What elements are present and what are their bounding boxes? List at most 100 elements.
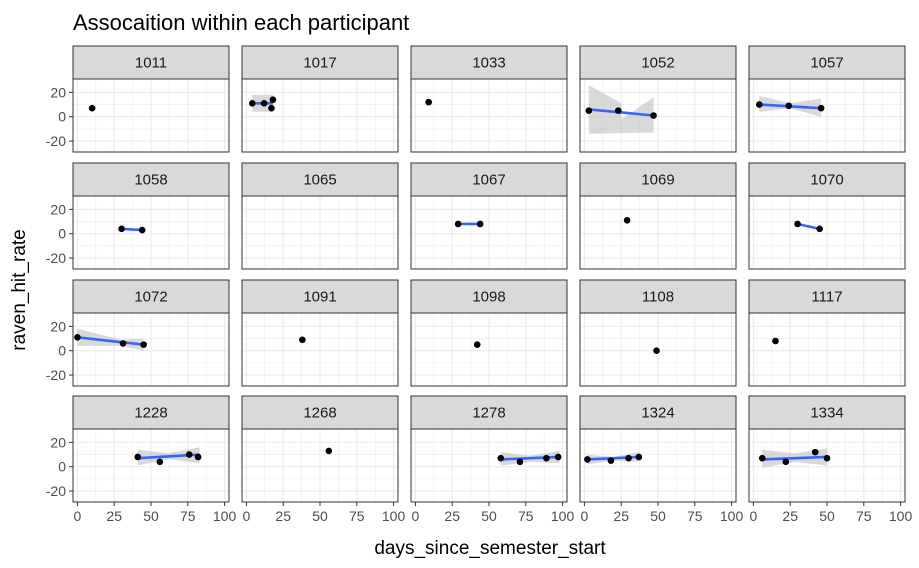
trend-line <box>121 227 143 232</box>
x-tick-label: 100 <box>889 508 913 524</box>
trend-line <box>500 455 560 461</box>
facet-strip <box>410 162 568 197</box>
x-tick-label: 0 <box>74 508 82 524</box>
y-tick-label: 20 <box>50 201 66 217</box>
x-tick-label: 25 <box>444 508 460 524</box>
y-tick-label: 20 <box>50 434 66 450</box>
facet-panel-border <box>410 312 568 387</box>
data-point <box>758 454 766 462</box>
facet-panel-border <box>579 195 737 270</box>
facet-strip-label: 1278 <box>472 405 505 422</box>
facet-panel-1011: 1011 -20 0 20 <box>46 45 230 153</box>
data-point <box>756 101 763 108</box>
data-point <box>584 456 591 463</box>
data-point <box>607 457 615 464</box>
facet-strip <box>410 279 568 314</box>
data-point <box>635 453 643 461</box>
facet-panel-1228: 1228 -20 0 20 0 25 50 75 100 <box>46 395 236 524</box>
data-point <box>653 347 660 355</box>
facet-panel-1052: 1052 <box>579 45 737 153</box>
facet-panel-border <box>410 195 568 270</box>
trend-line <box>762 455 828 461</box>
facet-panel-1108: 1108 <box>579 279 737 387</box>
facet-strip <box>72 279 230 314</box>
facet-strip-label: 1098 <box>472 289 505 306</box>
data-point <box>118 225 125 233</box>
data-point <box>268 104 275 112</box>
data-point <box>516 458 524 466</box>
facet-strip-label: 1058 <box>134 172 167 189</box>
facet-panel-1070: 1070 <box>748 162 906 270</box>
data-point <box>650 112 657 119</box>
x-tick-label: 50 <box>650 508 666 524</box>
facet-strip-label: 1108 <box>642 289 674 306</box>
data-point <box>585 107 593 114</box>
facet-panel-1017: 1017 <box>241 45 399 153</box>
facet-strip-label: 1057 <box>810 55 843 72</box>
facet-panel-1324: 1324 0 25 50 75 100 <box>579 395 744 524</box>
facet-strip-label: 1011 <box>135 55 167 72</box>
facet-panel-1117: 1117 <box>748 279 906 387</box>
facet-strip <box>579 279 737 314</box>
facet-panel-border <box>241 78 399 153</box>
facet-strip-label: 1052 <box>641 55 674 72</box>
facet-strip-label: 1072 <box>134 289 167 306</box>
x-tick-label: 25 <box>275 508 291 524</box>
facet-strip <box>579 45 737 80</box>
data-point <box>625 454 632 462</box>
facet-panel-1065: 1065 <box>241 162 399 270</box>
facet-strip <box>410 45 568 80</box>
x-tick-label: 100 <box>382 508 406 524</box>
data-point <box>156 458 164 466</box>
facet-strip-label: 1069 <box>641 172 674 189</box>
x-axis-title: days_since_semester_start <box>374 538 606 559</box>
data-point <box>194 453 202 461</box>
y-tick-label: 20 <box>50 84 66 100</box>
x-tick-label: 25 <box>106 508 122 524</box>
data-point <box>473 341 481 348</box>
facet-strip <box>579 162 737 197</box>
facet-panel-border <box>579 312 737 387</box>
x-tick-label: 0 <box>243 508 251 524</box>
data-point <box>816 225 823 233</box>
facet-strip-label: 1268 <box>303 405 336 422</box>
y-axis-title: raven_hit_rate <box>9 229 30 350</box>
facet-strip <box>72 162 230 197</box>
x-tick-label: 0 <box>581 508 589 524</box>
data-point <box>140 341 147 348</box>
data-point <box>88 104 96 112</box>
facet-panel-1268: 1268 0 25 50 75 100 <box>241 395 406 524</box>
y-tick-label: -20 <box>46 483 66 499</box>
facet-panel-1033: 1033 <box>410 45 568 153</box>
facet-strip-label: 1091 <box>303 289 336 306</box>
x-tick-label: 100 <box>720 508 744 524</box>
y-tick-label: -20 <box>46 133 66 149</box>
data-point <box>794 220 801 228</box>
data-point <box>772 337 779 345</box>
facet-strip-label: 1334 <box>810 405 843 422</box>
x-tick-label: 50 <box>819 508 835 524</box>
data-point <box>299 336 306 344</box>
facet-panel-border <box>241 195 399 270</box>
facet-panel-1057: 1057 <box>748 45 906 153</box>
y-tick-label: 0 <box>58 459 66 475</box>
facet-strip-label: 1033 <box>472 55 505 72</box>
x-tick-label: 50 <box>481 508 497 524</box>
data-point <box>74 334 81 341</box>
x-tick-label: 25 <box>613 508 629 524</box>
data-point <box>623 217 631 224</box>
y-tick-label: 0 <box>58 226 66 242</box>
facet-panel-1072: 1072 -20 0 20 <box>46 279 230 387</box>
y-tick-label: 0 <box>58 343 66 359</box>
facet-strip <box>241 162 399 197</box>
data-point <box>134 453 142 461</box>
facet-strip-label: 1117 <box>811 289 842 306</box>
trend-line <box>77 336 144 346</box>
chart-title: Assocaition within each participant <box>73 10 409 35</box>
facet-panel-1278: 1278 0 25 50 75 100 <box>410 395 574 524</box>
facet-panel-border <box>579 78 737 153</box>
facet-panel-border <box>72 312 230 387</box>
facet-strip-label: 1324 <box>641 405 674 422</box>
x-tick-label: 75 <box>687 508 703 524</box>
facet-strip <box>241 279 399 314</box>
